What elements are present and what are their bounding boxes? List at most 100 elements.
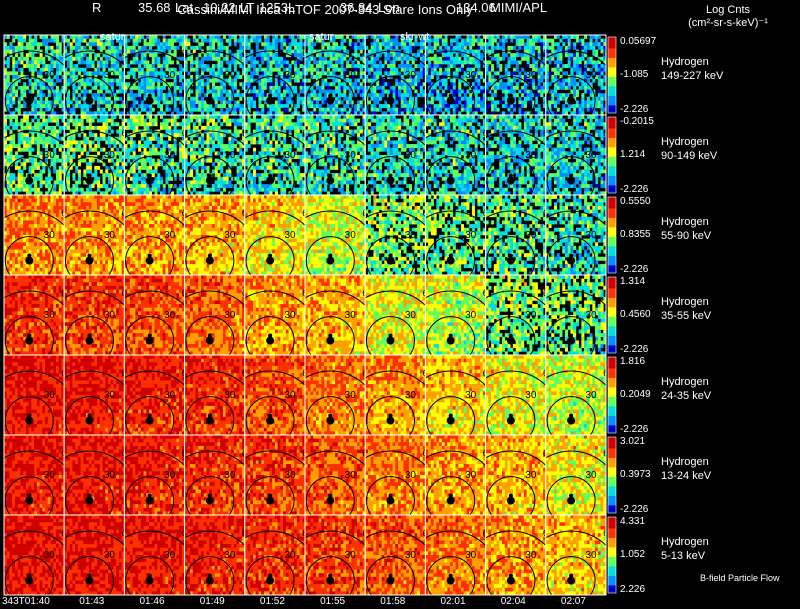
contour-ring [245,316,295,355]
planet-marker [147,493,152,498]
contour-label: 60 [121,529,133,540]
species-label: Hydrogen [661,375,709,389]
time-frame: 30 60 [64,355,133,435]
contour-ring [545,370,606,387]
contour-ring [64,476,114,515]
time-frame: 30 60 [365,195,434,275]
contour-ring [486,156,536,195]
contour-ring [305,130,366,147]
planet-marker [506,416,515,425]
contour-label: 60 [483,449,495,460]
planet-marker [85,96,94,105]
contour-label: 60 [422,209,434,220]
time-frame: 30 60 [184,35,245,115]
contour-ring [64,210,125,227]
energy-label: 5-13 keV [661,549,705,563]
colorbar-min: -2.226 [620,264,648,275]
contour-label: 60 [182,289,194,300]
contour-label: 60 [242,369,254,380]
planet-marker [207,413,212,418]
contour-label: 60 [483,129,495,140]
contour-label: 60 [242,449,254,460]
planet-marker [567,96,576,105]
contour-label: 30 [44,550,56,561]
contour-label: 60 [121,49,133,60]
contour-ring [4,396,54,435]
time-frame: 30 60 [485,115,555,195]
contour-ring [245,76,295,115]
contour-ring [426,396,476,435]
planet-marker [266,256,275,265]
time-frame: 30 60 [244,195,306,275]
contour-label: 60 [543,129,555,140]
planet-marker [207,173,212,178]
contour-label: 60 [362,529,374,540]
contour-ring [125,236,175,275]
colorbar-max: 3.021 [620,436,645,447]
contour-label: 60 [61,369,73,380]
planet-marker [328,573,333,578]
time-frame: 30 60 [4,35,73,115]
lon-value: 134.06 [456,0,496,15]
time-frame: 30 60 [305,515,374,595]
contour-ring [124,530,185,547]
contour-label: 30 [525,470,537,481]
planet-marker [569,413,574,418]
contour-ring [545,130,606,147]
contour-label: 60 [302,529,314,540]
contour-label: 30 [405,230,417,241]
r-value: 35.68 [138,0,171,15]
contour-label: 30 [104,310,116,321]
contour-ring [545,530,606,547]
planet-marker [268,493,273,498]
contour-label: 60 [543,209,555,220]
contour-label: 30 [585,550,597,561]
contour-ring [244,370,306,387]
time-frame: 30 60 [244,115,306,195]
colorbar-max: -0.2015 [620,116,654,127]
l-label: L [288,0,295,15]
planet-marker [569,573,574,578]
planet-marker [569,93,574,98]
contour-label: 60 [302,289,314,300]
time-frame: 30 60 [485,355,546,435]
contour-label: 60 [61,49,73,60]
time-frame: 30 60 [485,515,546,595]
contour-label: 30 [525,550,537,561]
contour-label: 60 [302,449,314,460]
contour-ring [184,370,245,387]
planet-marker [145,336,154,345]
contour-label: 30 [44,310,56,321]
time-frame: 30 60 [4,115,65,195]
contour-label: 60 [121,369,133,380]
contour-label: 60 [483,529,495,540]
planet-marker [147,573,152,578]
contour-label: 60 [362,369,374,380]
contour-ring [365,530,426,547]
time-frame: 30 60 [64,35,133,115]
planet-marker [268,573,273,578]
planet-marker [567,576,576,585]
colorbar [608,517,616,594]
colorbar-title-line1: Log Cnts [660,4,796,17]
contour-ring [4,156,54,195]
contour-ring [365,290,426,307]
planet-marker [205,576,214,585]
contour-ring [64,556,114,595]
time-tick-label: 01:58 [380,596,405,608]
planet-marker [145,496,154,505]
time-frame: 30 60 [485,195,555,275]
time-frame: 30 60 [64,275,125,355]
planet-marker [569,253,574,258]
time-frame: 30 60 [545,195,606,275]
planet-marker [85,256,94,265]
planet-marker [145,256,154,265]
contour-label: 30 [405,550,417,561]
colorbar-min: -2.226 [620,344,648,355]
time-frame: 30 60 [124,435,185,515]
planet-marker [446,496,455,505]
contour-ring [546,556,596,595]
contour-ring [486,316,536,355]
contour-label: 30 [44,230,56,241]
time-frame: 30 60 [425,195,486,275]
